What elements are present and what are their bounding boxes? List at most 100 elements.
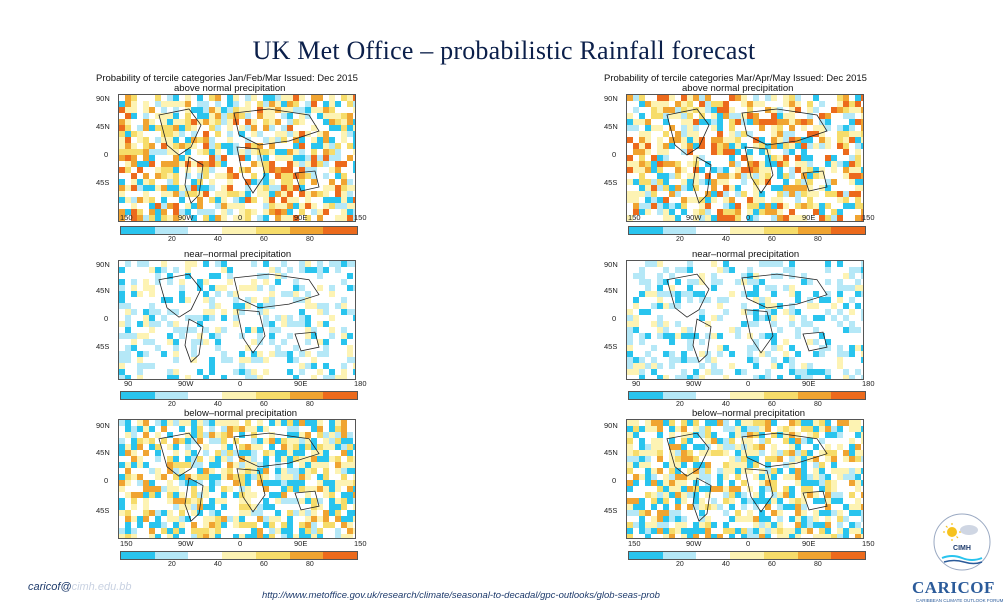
lat-label: 45N <box>604 122 618 131</box>
map-field <box>627 95 863 221</box>
colorbar-tick: 60 <box>768 401 776 408</box>
right-header-category: above normal precipitation <box>682 83 794 94</box>
left-near-normal-map <box>118 260 356 380</box>
footer-email-obscured: cimh.edu.bb <box>71 581 132 593</box>
colorbar-tick: 60 <box>260 236 268 243</box>
lat-label: 0 <box>612 476 617 485</box>
lat-label: 45S <box>604 506 618 515</box>
left-below-normal-label: below–normal precipitation <box>184 408 298 419</box>
lat-label: 90N <box>604 421 618 430</box>
lon-label: 180 <box>862 379 875 388</box>
right-near-normal-map <box>626 260 864 380</box>
map-field <box>627 261 863 379</box>
lon-label: 90W <box>686 539 702 548</box>
lat-label: 90N <box>604 94 618 103</box>
lon-label: 150 <box>628 539 641 548</box>
caricof-logo-subtitle: CARIBBEAN CLIMATE OUTLOOK FORUM <box>916 598 1004 603</box>
lon-label: 90E <box>294 213 308 222</box>
colorbar-tick: 60 <box>768 236 776 243</box>
map-field <box>119 95 355 221</box>
lat-label: 0 <box>612 314 617 323</box>
colorbar-tick: 40 <box>722 561 730 568</box>
colorbar-tick: 20 <box>676 561 684 568</box>
colorbar-tick: 40 <box>214 236 222 243</box>
lon-axis: 150 90W 0 90E 150 <box>622 213 875 223</box>
left-below-normal-map <box>118 419 356 539</box>
lon-label: 90W <box>178 213 194 222</box>
colorbar-tick: 40 <box>214 401 222 408</box>
colorbar-tick: 40 <box>214 561 222 568</box>
right-below-normal-label: below–normal precipitation <box>692 408 806 419</box>
lon-label: 90E <box>802 539 816 548</box>
colorbar-ticks: 20 40 60 80 <box>628 561 864 570</box>
lat-label: 45S <box>96 342 110 351</box>
lon-label: 90E <box>802 213 816 222</box>
footer-email: caricof@cimh.edu.bb <box>28 581 132 593</box>
lon-axis: 150 90W 0 90E 150 <box>622 539 875 549</box>
lon-axis: 90 90W 0 90E 180 <box>622 379 875 389</box>
lon-label: 90 <box>124 379 133 388</box>
lat-label: 45S <box>96 506 110 515</box>
lon-label: 90W <box>178 379 194 388</box>
lat-label: 0 <box>104 476 109 485</box>
left-forecast-column: Probability of tercile categories Jan/Fe… <box>96 73 367 574</box>
cimh-logo-text: CIMH <box>953 545 971 552</box>
colorbar-tick: 80 <box>306 401 314 408</box>
lon-label: 90W <box>178 539 194 548</box>
lat-label: 0 <box>104 150 109 159</box>
lat-label: 45N <box>604 286 618 295</box>
lat-label: 0 <box>104 314 109 323</box>
lat-label: 90N <box>96 421 110 430</box>
colorbar-tick: 40 <box>722 401 730 408</box>
footer-email-visible: caricof@ <box>28 581 72 593</box>
colorbar-tick: 60 <box>260 561 268 568</box>
lon-label: 150 <box>862 539 875 548</box>
colorbar-tick: 80 <box>814 401 822 408</box>
lon-label: 150 <box>120 539 133 548</box>
lon-label: 90E <box>802 379 816 388</box>
lat-label: 45N <box>96 286 110 295</box>
map-field <box>627 420 863 538</box>
left-near-normal-label: near–normal precipitation <box>184 249 292 260</box>
lon-label: 150 <box>354 213 367 222</box>
lat-label: 90N <box>96 94 110 103</box>
colorbar-tick: 20 <box>168 236 176 243</box>
lat-label: 90N <box>96 260 110 269</box>
right-below-normal-map <box>626 419 864 539</box>
lon-axis: 90 90W 0 90E 180 <box>114 379 367 389</box>
lon-label: 0 <box>238 213 243 222</box>
slide-title: UK Met Office – probabilistic Rainfall f… <box>252 36 756 65</box>
lon-label: 90 <box>632 379 641 388</box>
lon-label: 0 <box>746 539 751 548</box>
colorbar-tick: 20 <box>676 236 684 243</box>
lat-label: 45N <box>96 122 110 131</box>
right-above-normal-map <box>626 94 864 222</box>
colorbar-ticks: 20 40 60 80 <box>120 561 356 570</box>
lon-label: 150 <box>120 213 133 222</box>
colorbar-tick: 20 <box>168 401 176 408</box>
colorbar-ticks: 20 40 60 80 <box>628 236 864 245</box>
lat-label: 45N <box>604 448 618 457</box>
colorbar-ticks: 20 40 60 80 <box>120 401 356 410</box>
lat-label: 45S <box>604 342 618 351</box>
lon-label: 90E <box>294 539 308 548</box>
lon-label: 0 <box>238 539 243 548</box>
lat-label: 90N <box>604 260 618 269</box>
colorbar <box>628 391 866 400</box>
lat-label: 45N <box>96 448 110 457</box>
right-near-normal-label: near–normal precipitation <box>692 249 800 260</box>
source-url-link[interactable]: http://www.metoffice.gov.uk/research/cli… <box>262 590 660 601</box>
lon-axis: 150 90W 0 90E 150 <box>114 213 367 223</box>
left-header-category: above normal precipitation <box>174 83 286 94</box>
right-forecast-column: Probability of tercile categories Mar/Ap… <box>604 74 875 574</box>
colorbar <box>120 551 358 560</box>
lat-label: 45S <box>96 178 110 187</box>
colorbar <box>628 226 866 235</box>
colorbar-tick: 80 <box>814 236 822 243</box>
colorbar-tick: 20 <box>168 561 176 568</box>
left-header-title: Probability of tercile categories Jan/Fe… <box>96 73 358 84</box>
colorbar-tick: 40 <box>722 236 730 243</box>
lat-label: 0 <box>612 150 617 159</box>
colorbar-tick: 80 <box>306 236 314 243</box>
colorbar <box>628 551 866 560</box>
